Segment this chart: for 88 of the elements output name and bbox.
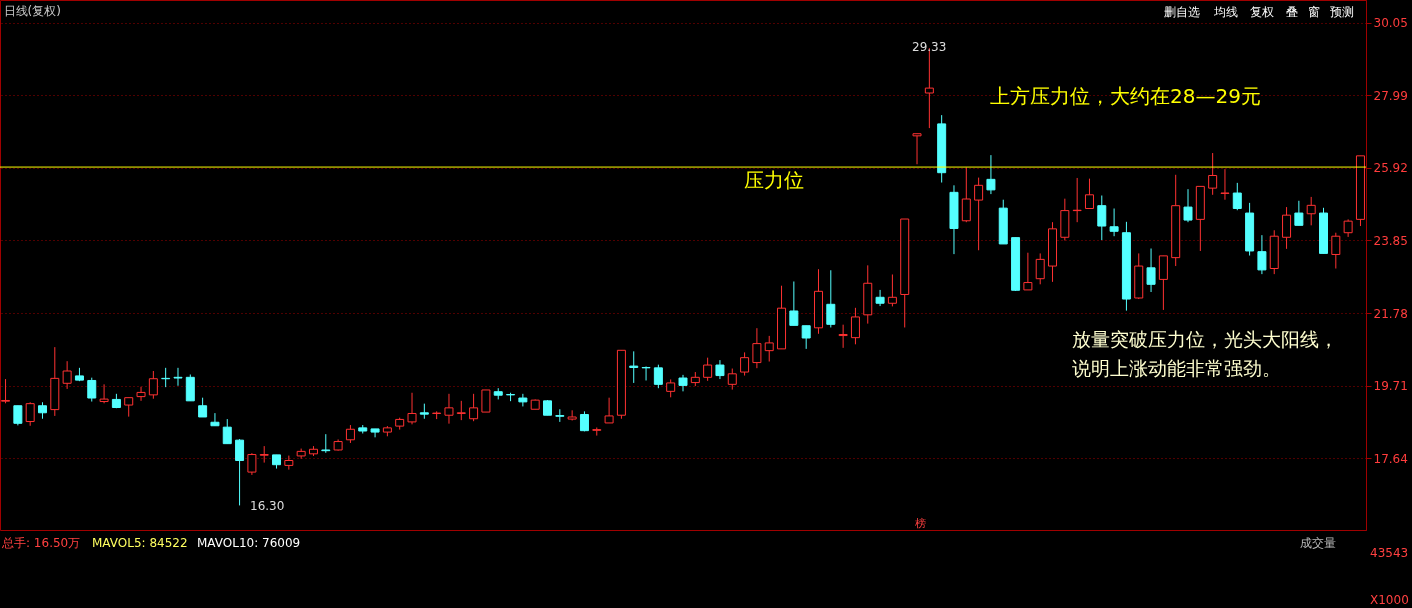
candlestick: [801, 325, 811, 350]
candlestick: [653, 364, 663, 389]
candlestick: [826, 269, 836, 328]
candlestick: [481, 389, 491, 413]
candlestick: [87, 377, 97, 403]
candlestick: [185, 374, 195, 402]
candlestick: [912, 133, 922, 165]
candlestick: [1306, 196, 1316, 226]
candlestick: [715, 359, 725, 380]
candlestick: [136, 386, 146, 402]
candlestick: [567, 409, 577, 421]
annotation: 榜: [914, 517, 926, 530]
candlestick: [1232, 182, 1242, 211]
candlestick: [629, 350, 639, 384]
candlestick: [222, 418, 232, 445]
candlestick: [986, 154, 996, 195]
candlestick: [1331, 232, 1341, 270]
candlestick: [1208, 152, 1218, 196]
ref-line-label: 压力位: [744, 168, 805, 193]
candlestick: [789, 281, 799, 326]
text: 43543: [1370, 546, 1409, 560]
candlestick: [198, 397, 208, 418]
candlestick: [456, 400, 466, 421]
candlestick: [1097, 195, 1107, 241]
text: 成交量: [1300, 536, 1336, 550]
candlestick: [124, 397, 134, 418]
candlestick: [321, 433, 331, 454]
y-tick-label: 21.78: [1373, 306, 1408, 321]
annotation: 16.30: [250, 499, 285, 513]
candlestick: [1084, 178, 1094, 209]
candlestick: [961, 166, 971, 223]
candlestick: [13, 405, 23, 426]
candlestick: [1257, 234, 1267, 275]
annotation: 上方压力位，大约在28—29元: [990, 84, 1261, 108]
candlestick: [1035, 252, 1045, 285]
text: X1000: [1370, 593, 1409, 607]
candlestick: [641, 365, 651, 381]
candlestick: [1146, 248, 1156, 293]
annotation: 叠: [1286, 5, 1298, 19]
candlestick: [703, 357, 713, 382]
candlestick: [1220, 168, 1230, 201]
candlestick: [1109, 207, 1119, 237]
text: MAVOL5: 84522: [92, 536, 188, 550]
candlestick: [370, 428, 380, 438]
candlestick: [974, 177, 984, 251]
y-tick-label: 30.05: [1373, 16, 1408, 31]
candlestick: [887, 273, 897, 307]
y-tick-label: 17.64: [1373, 451, 1408, 466]
candlestick: [752, 327, 762, 369]
y-tick-label: 25.92: [1373, 161, 1408, 176]
annotation: 删自选: [1164, 5, 1200, 19]
candlestick: [148, 370, 158, 400]
candlestick: [1183, 188, 1193, 223]
candlestick: [518, 393, 528, 407]
candlestick: [62, 360, 72, 390]
candlestick: [25, 401, 35, 427]
candlestick: [838, 324, 848, 349]
annotation: 窗: [1308, 5, 1320, 19]
annotation: 放量突破压力位，光头大阳线，说明上涨动能非常强劲。: [1072, 328, 1338, 379]
y-tick-label: 19.71: [1373, 379, 1408, 394]
candlestick: [604, 397, 614, 424]
annotation: 均线: [1213, 5, 1238, 19]
y-tick-label: 23.85: [1373, 233, 1408, 248]
annotation: 29.33: [912, 40, 947, 54]
candlestick: [99, 383, 109, 404]
candlestick: [259, 445, 269, 464]
candlestick: [235, 438, 245, 506]
candlestick: [1023, 252, 1033, 291]
candlestick: [727, 368, 737, 391]
candlestick: [469, 393, 479, 422]
candlestick: [1282, 206, 1292, 250]
candlestick: [1294, 200, 1304, 226]
candlestick: [850, 307, 860, 345]
candlestick: [173, 367, 183, 387]
candlestick: [875, 289, 885, 307]
chart-title: 日线(复权): [3, 4, 61, 18]
text: MAVOL10: 76009: [197, 536, 301, 550]
candlestick: [247, 452, 257, 476]
y-tick-label: 27.99: [1373, 88, 1408, 103]
candlestick: [740, 351, 750, 377]
candlestick: [407, 392, 417, 425]
annotation: 复权: [1250, 5, 1274, 19]
annotation: 预测: [1330, 5, 1354, 19]
candlestick: [1158, 255, 1168, 311]
candlestick: [210, 412, 220, 427]
text: 总手: 16.50万: [1, 536, 81, 550]
candlestick: [444, 393, 454, 425]
candlestick: [764, 335, 774, 363]
